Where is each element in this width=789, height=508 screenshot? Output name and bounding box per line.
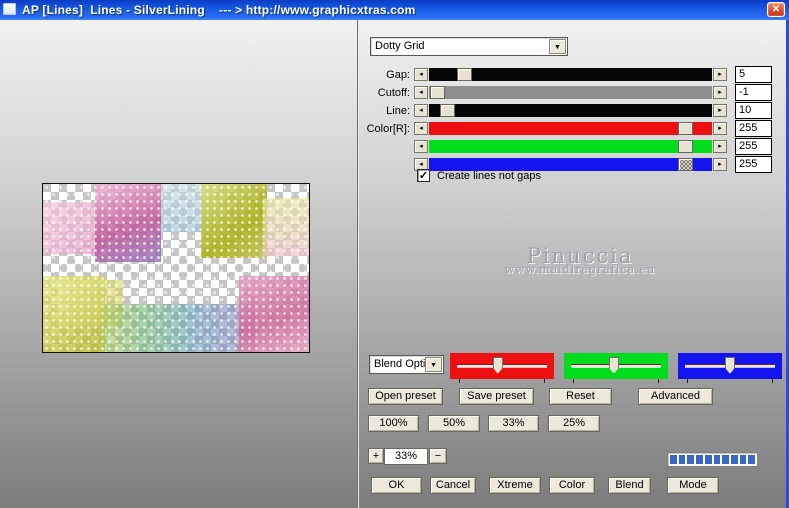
progress-segment bbox=[739, 455, 747, 464]
check-icon: ✓ bbox=[418, 170, 429, 182]
slider-value-field[interactable]: 5 bbox=[735, 66, 772, 83]
zoom-25-button[interactable]: 25% bbox=[548, 415, 600, 432]
create-lines-checkbox-label: Create lines not gaps bbox=[437, 170, 541, 182]
slider-left-arrow-icon[interactable]: ◂ bbox=[414, 104, 428, 117]
slider-left-arrow-icon[interactable]: ◂ bbox=[414, 122, 428, 135]
blend-slider-red[interactable] bbox=[450, 353, 554, 383]
slider-right-arrow-icon[interactable]: ▸ bbox=[713, 122, 727, 135]
slider-row-color-red: Color[R]: ◂ ▸ 255 bbox=[0, 120, 789, 138]
window-right-border bbox=[786, 20, 789, 508]
filter-dropdown[interactable]: Dotty Grid ▼ bbox=[370, 37, 568, 56]
progress-segment bbox=[748, 455, 756, 464]
chevron-down-icon: ▼ bbox=[554, 44, 561, 51]
progress-segment bbox=[730, 455, 738, 464]
slider-track[interactable] bbox=[429, 104, 712, 117]
watermark-name: Pinuccia bbox=[526, 244, 634, 268]
blend-options-dropdown-button[interactable]: ▼ bbox=[425, 357, 442, 372]
progress-segment bbox=[704, 455, 712, 464]
slider-row-gap: Gap: ◂ ▸ 5 bbox=[0, 66, 789, 84]
progress-segment bbox=[678, 455, 686, 464]
slider-left-arrow-icon[interactable]: ◂ bbox=[414, 86, 428, 99]
slider-right-arrow-icon[interactable]: ▸ bbox=[713, 158, 727, 171]
blend-slider-blue[interactable] bbox=[678, 353, 782, 383]
progress-segment bbox=[687, 455, 695, 464]
blend-options-dropdown[interactable]: Blend Opti ▼ bbox=[369, 355, 444, 374]
filter-dropdown-button[interactable]: ▼ bbox=[549, 39, 566, 54]
slider-row-color-blue: ◂ ▸ 255 bbox=[0, 156, 789, 174]
slider-thumb[interactable] bbox=[678, 158, 694, 171]
slider-label: Color[R]: bbox=[366, 123, 410, 135]
progress-segment bbox=[722, 455, 729, 464]
slider-left-arrow-icon[interactable]: ◂ bbox=[414, 68, 428, 81]
cancel-button[interactable]: Cancel bbox=[430, 477, 476, 494]
progress-bar bbox=[667, 452, 758, 467]
chevron-down-icon: ▼ bbox=[430, 362, 437, 369]
zoom-in-button[interactable]: + bbox=[368, 448, 384, 464]
slider-track[interactable] bbox=[429, 158, 712, 171]
create-lines-checkbox[interactable]: ✓ bbox=[417, 169, 430, 182]
slider-thumb[interactable] bbox=[439, 104, 455, 117]
slider-right-arrow-icon[interactable]: ▸ bbox=[713, 140, 727, 153]
slider-value-field[interactable]: 255 bbox=[735, 120, 772, 137]
advanced-button[interactable]: Advanced bbox=[638, 388, 713, 405]
progress-segment bbox=[713, 455, 721, 464]
zoom-level-field[interactable]: 33% bbox=[384, 448, 428, 465]
window-title: AP [Lines] Lines - SilverLining --- > ht… bbox=[22, 3, 416, 17]
slider-right-arrow-icon[interactable]: ▸ bbox=[713, 68, 727, 81]
zoom-out-button[interactable]: − bbox=[429, 448, 447, 464]
blend-button[interactable]: Blend bbox=[608, 477, 651, 494]
panel-divider bbox=[357, 20, 358, 508]
progress-segment bbox=[670, 455, 677, 464]
slider-thumb[interactable] bbox=[678, 140, 694, 153]
ok-button[interactable]: OK bbox=[371, 477, 422, 494]
slider-track[interactable] bbox=[429, 86, 712, 99]
window-icon bbox=[3, 3, 16, 15]
slider-label: Line: bbox=[386, 105, 410, 117]
slider-value-field[interactable]: 255 bbox=[735, 138, 772, 155]
blend-slider-green[interactable] bbox=[564, 353, 668, 383]
slider-value-field[interactable]: 255 bbox=[735, 156, 772, 173]
slider-left-arrow-icon[interactable]: ◂ bbox=[414, 140, 428, 153]
progress-segment bbox=[696, 455, 703, 464]
mode-button[interactable]: Mode bbox=[667, 477, 719, 494]
slider-row-color-green: ◂ ▸ 255 bbox=[0, 138, 789, 156]
slider-thumb[interactable] bbox=[430, 86, 446, 99]
slider-label: Gap: bbox=[386, 69, 410, 81]
zoom-50-button[interactable]: 50% bbox=[428, 415, 480, 432]
blend-slider-thumb[interactable] bbox=[725, 357, 735, 374]
slider-right-arrow-icon[interactable]: ▸ bbox=[713, 104, 727, 117]
save-preset-button[interactable]: Save preset bbox=[459, 388, 534, 405]
slider-track[interactable] bbox=[429, 122, 712, 135]
slider-track[interactable] bbox=[429, 68, 712, 81]
zoom-100-button[interactable]: 100% bbox=[368, 415, 419, 432]
slider-value-field[interactable]: 10 bbox=[735, 102, 772, 119]
dotty-grid-overlay bbox=[43, 184, 309, 352]
slider-right-arrow-icon[interactable]: ▸ bbox=[713, 86, 727, 99]
slider-thumb[interactable] bbox=[457, 68, 473, 81]
blend-slider-thumb[interactable] bbox=[492, 357, 503, 374]
color-button[interactable]: Color bbox=[549, 477, 595, 494]
slider-track[interactable] bbox=[429, 140, 712, 153]
panel-divider-highlight bbox=[358, 20, 359, 508]
close-button[interactable]: ✕ bbox=[767, 2, 785, 17]
slider-row-cutoff: Cutoff: ◂ ▸ -1 bbox=[0, 84, 789, 102]
filter-dropdown-value: Dotty Grid bbox=[375, 40, 425, 52]
close-icon: ✕ bbox=[771, 4, 781, 15]
blend-slider-thumb[interactable] bbox=[608, 357, 619, 374]
blend-options-value: Blend Opti bbox=[374, 358, 425, 370]
title-bar: AP [Lines] Lines - SilverLining --- > ht… bbox=[0, 0, 789, 20]
slider-row-line: Line: ◂ ▸ 10 bbox=[0, 102, 789, 120]
open-preset-button[interactable]: Open preset bbox=[368, 388, 443, 405]
xtreme-button[interactable]: Xtreme bbox=[489, 477, 541, 494]
dialog-body: Dotty Grid ▼ Gap: ◂ ▸ 5 Cutoff: ◂ ▸ -1 L… bbox=[0, 20, 789, 508]
watermark-url: www.maidiregrafica.eu bbox=[504, 263, 656, 276]
slider-thumb[interactable] bbox=[678, 122, 694, 135]
reset-button[interactable]: Reset bbox=[549, 388, 612, 405]
zoom-33-button[interactable]: 33% bbox=[488, 415, 539, 432]
preview-image[interactable] bbox=[42, 183, 310, 353]
slider-value-field[interactable]: -1 bbox=[735, 84, 772, 101]
slider-label: Cutoff: bbox=[377, 87, 410, 99]
